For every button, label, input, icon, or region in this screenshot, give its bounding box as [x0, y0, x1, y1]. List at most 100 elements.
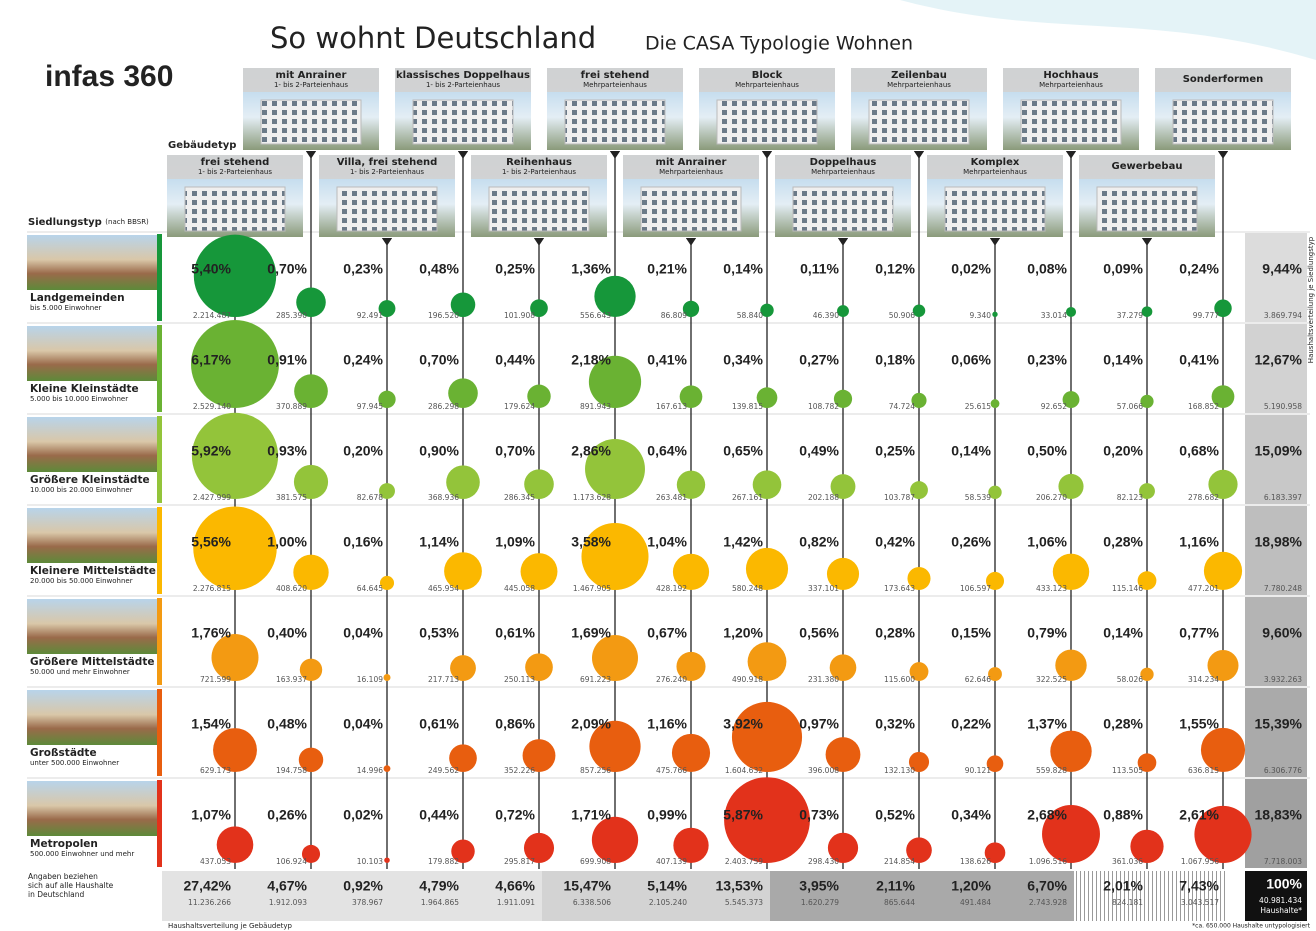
building-facade	[564, 99, 666, 145]
column-header-bar	[395, 68, 531, 92]
column-sub: Mehrparteienhaus	[963, 168, 1027, 176]
cell-households: 721.599	[200, 675, 231, 684]
cell-households: 629.173	[200, 766, 231, 775]
household-circle	[1208, 469, 1238, 499]
cell-households: 286.298	[428, 402, 459, 411]
row-total-share: 12,67%	[1255, 352, 1303, 368]
column-total-households: 824.181	[1112, 898, 1143, 907]
column-name: mit Anrainer	[276, 70, 347, 81]
column-total-bg	[618, 871, 694, 921]
settlement-sub: 50.000 und mehr Einwohner	[30, 668, 130, 676]
cell-share: 1,20%	[723, 625, 763, 641]
cell-share: 0,99%	[647, 807, 687, 823]
building-facade	[868, 99, 970, 145]
column-total-households: 1.911.091	[497, 898, 535, 907]
cell-households: 206.270	[1036, 493, 1067, 502]
cell-share: 0,02%	[343, 807, 383, 823]
cell-share: 1,55%	[1179, 716, 1219, 732]
row-total-households: 3.932.263	[1264, 675, 1302, 684]
row-total-bg	[1245, 688, 1307, 777]
cell-share: 0,06%	[951, 352, 991, 368]
cell-share: 0,42%	[875, 534, 915, 550]
household-circle	[731, 701, 803, 772]
household-circle	[299, 658, 323, 682]
cell-share: 1,54%	[191, 716, 231, 732]
settlement-photo	[27, 508, 157, 563]
cell-share: 0,32%	[875, 716, 915, 732]
column-total-bg	[238, 871, 314, 921]
household-circle	[745, 547, 789, 590]
column-total-share: 2,01%	[1103, 878, 1143, 894]
cell-share: 5,56%	[191, 534, 231, 550]
household-circle	[911, 392, 927, 408]
household-circle	[594, 275, 636, 318]
cell-share: 0,50%	[1027, 443, 1067, 459]
household-circle	[301, 844, 321, 863]
row-total-households: 3.869.794	[1264, 311, 1302, 320]
grand-total-households: 40.981.434	[1259, 896, 1302, 905]
row-color-bar	[157, 234, 162, 321]
household-circle	[520, 553, 558, 590]
cell-households: 2.529.140	[193, 402, 231, 411]
cell-share: 2,68%	[1027, 807, 1067, 823]
cell-households: 337.101	[808, 584, 839, 593]
cell-share: 0,61%	[495, 625, 535, 641]
cell-share: 0,04%	[343, 716, 383, 732]
cell-households: 86.809	[661, 311, 687, 320]
household-circle	[293, 464, 329, 500]
cell-share: 0,52%	[875, 807, 915, 823]
cell-households: 2.214.487	[193, 311, 231, 320]
cell-households: 113.505	[1112, 766, 1143, 775]
household-circle	[1062, 391, 1080, 409]
household-circle	[1052, 553, 1090, 591]
cell-households: 278.682	[1188, 493, 1219, 502]
column-total-bg	[922, 871, 998, 921]
cell-households: 108.782	[808, 402, 839, 411]
cell-households: 50.906	[889, 311, 915, 320]
cell-households: 99.777	[1193, 311, 1219, 320]
household-circle	[760, 303, 774, 317]
cell-share: 0,49%	[799, 443, 839, 459]
row-total-bg	[1245, 506, 1307, 595]
settlement-photo	[27, 235, 157, 290]
column-total-share: 3,95%	[799, 878, 839, 894]
column-name: Reihenhaus	[506, 157, 572, 168]
household-circle	[446, 465, 480, 500]
cell-households: 285.390	[276, 311, 307, 320]
cell-share: 1,16%	[647, 716, 687, 732]
cell-households: 1.467.905	[573, 584, 611, 593]
household-circle	[756, 387, 778, 408]
column-total-households: 5.545.373	[725, 898, 763, 907]
cell-share: 1,16%	[1179, 534, 1219, 550]
row-total-bg	[1245, 233, 1307, 322]
column-sub: Mehrparteienhaus	[735, 81, 799, 89]
column-name: Komplex	[971, 157, 1020, 168]
settlement-source: (nach BBSR)	[105, 218, 149, 226]
cell-households: 1.096.516	[1029, 857, 1067, 866]
column-total-bg	[998, 871, 1074, 921]
cell-households: 167.613	[656, 402, 687, 411]
cell-share: 0,08%	[1027, 261, 1067, 277]
row-total-share: 9,44%	[1262, 261, 1302, 277]
cell-households: 250.113	[504, 675, 535, 684]
column-total-bg	[390, 871, 466, 921]
column-header-bar	[243, 68, 379, 92]
cell-share: 0,34%	[951, 807, 991, 823]
cell-share: 0,73%	[799, 807, 839, 823]
cell-share: 0,09%	[1103, 261, 1143, 277]
household-circle	[724, 777, 810, 863]
column-sub: 1- bis 2-Parteienhaus	[502, 168, 576, 176]
column-name: Hochhaus	[1043, 70, 1098, 81]
backgrounds	[27, 68, 1310, 921]
cell-share: 0,25%	[495, 261, 535, 277]
building-facade	[1172, 99, 1274, 145]
cell-households: 103.787	[884, 493, 915, 502]
household-circle	[581, 522, 649, 590]
household-circle	[591, 634, 639, 681]
household-circle	[448, 378, 478, 409]
grand-total-share: 100%	[1266, 876, 1302, 892]
decor	[900, 0, 1316, 60]
cell-households: 58.840	[737, 311, 763, 320]
building-facade	[260, 99, 362, 145]
cell-households: 106.597	[960, 584, 991, 593]
